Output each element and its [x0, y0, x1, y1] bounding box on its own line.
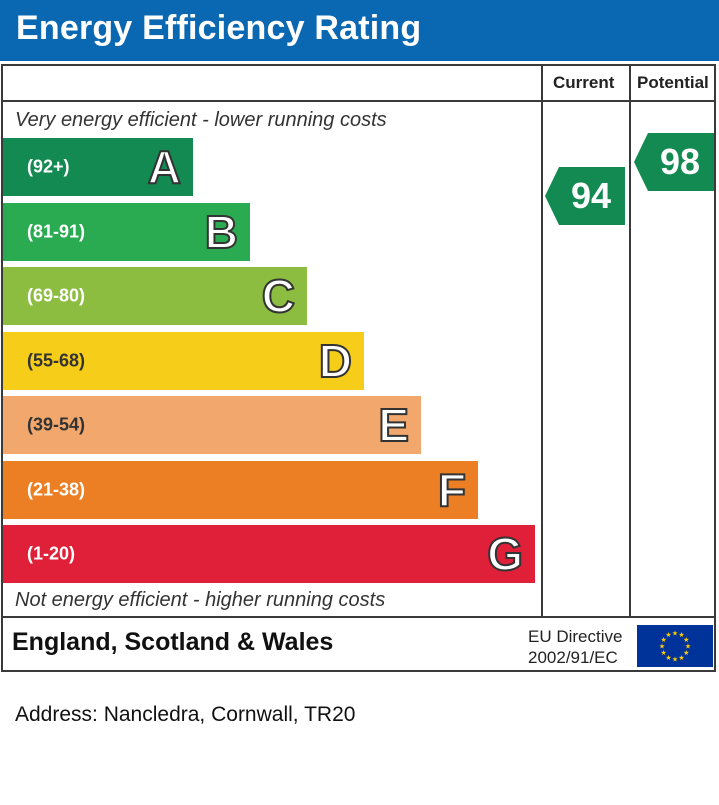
eu-star-icon: ★: [678, 654, 684, 662]
current-rating-value: 94: [570, 175, 611, 216]
eu-star-icon: ★: [672, 630, 678, 638]
band-b-range: (81-91): [27, 221, 86, 241]
eu-star-icon: ★: [683, 636, 689, 644]
header-divider: [2, 100, 716, 102]
eu-star-icon: ★: [683, 649, 689, 657]
band-g: (1-20) G: [3, 525, 535, 583]
current-rating-arrow: 94: [545, 167, 625, 225]
band-d-range: (55-68): [27, 350, 86, 370]
band-d-letter: D: [318, 334, 353, 388]
band-f-range: (21-38): [27, 479, 86, 499]
eu-star-icon: ★: [672, 656, 678, 664]
band-f-letter: F: [437, 463, 467, 517]
eu-star-icon: ★: [661, 636, 667, 644]
eu-star-icon: ★: [665, 631, 671, 639]
eu-star-icon: ★: [659, 643, 665, 651]
address-text: Address: Nancledra, Cornwall, TR20: [15, 703, 356, 726]
band-a-range: (92+): [27, 156, 70, 177]
band-g-range: (1-20): [27, 543, 76, 564]
divider-potential: [629, 65, 631, 618]
eu-directive-label: EU Directive: [528, 627, 623, 646]
footer-divider: [2, 616, 716, 618]
top-caption: Very energy efficient - lower running co…: [15, 109, 387, 131]
band-e-letter: E: [377, 398, 410, 452]
rating-frame: [1, 64, 716, 672]
potential-arrow-shape: [634, 133, 714, 191]
eu-stars: ★ ★★★★★★★★★★★: [659, 630, 691, 664]
band-c-letter: C: [261, 269, 296, 323]
eu-star-icon: ★: [685, 643, 691, 651]
potential-rating-arrow: 98: [634, 133, 714, 191]
band-g-letter: G: [486, 527, 524, 581]
band-c: (69-80) C: [3, 267, 307, 325]
footer-region: England, Scotland & Wales: [12, 628, 334, 656]
potential-rating-value: 98: [659, 141, 700, 182]
band-e-range: (39-54): [27, 414, 86, 435]
band-a: (92+) A: [3, 138, 193, 196]
band-d: (55-68) D: [3, 331, 364, 390]
eu-directive-number: 2002/91/EC: [528, 648, 618, 667]
band-b-letter: B: [204, 205, 239, 259]
band-b: (81-91) B: [3, 202, 250, 261]
column-potential-header: Potential: [637, 73, 709, 92]
divider-current: [541, 65, 543, 618]
band-f: (21-38) F: [3, 460, 478, 519]
bottom-caption: Not energy efficient - higher running co…: [15, 589, 386, 611]
eu-flag-icon: ★ ★ ★ ★ ★ ★ ★ ★ ★ ★ ★ ★: [637, 625, 713, 667]
eu-star-icon: ★: [665, 654, 671, 662]
band-e: (39-54) E: [3, 396, 421, 454]
eu-star-icon: ★: [678, 631, 684, 639]
current-arrow-shape: [545, 167, 625, 225]
eu-star-icon: ★: [661, 649, 667, 657]
band-c-range: (69-80): [27, 285, 86, 306]
band-a-letter: A: [147, 140, 182, 194]
title-bar: Energy Efficiency Rating: [0, 0, 719, 61]
chart-title: Energy Efficiency Rating: [16, 9, 422, 47]
column-current-header: Current: [553, 73, 615, 92]
